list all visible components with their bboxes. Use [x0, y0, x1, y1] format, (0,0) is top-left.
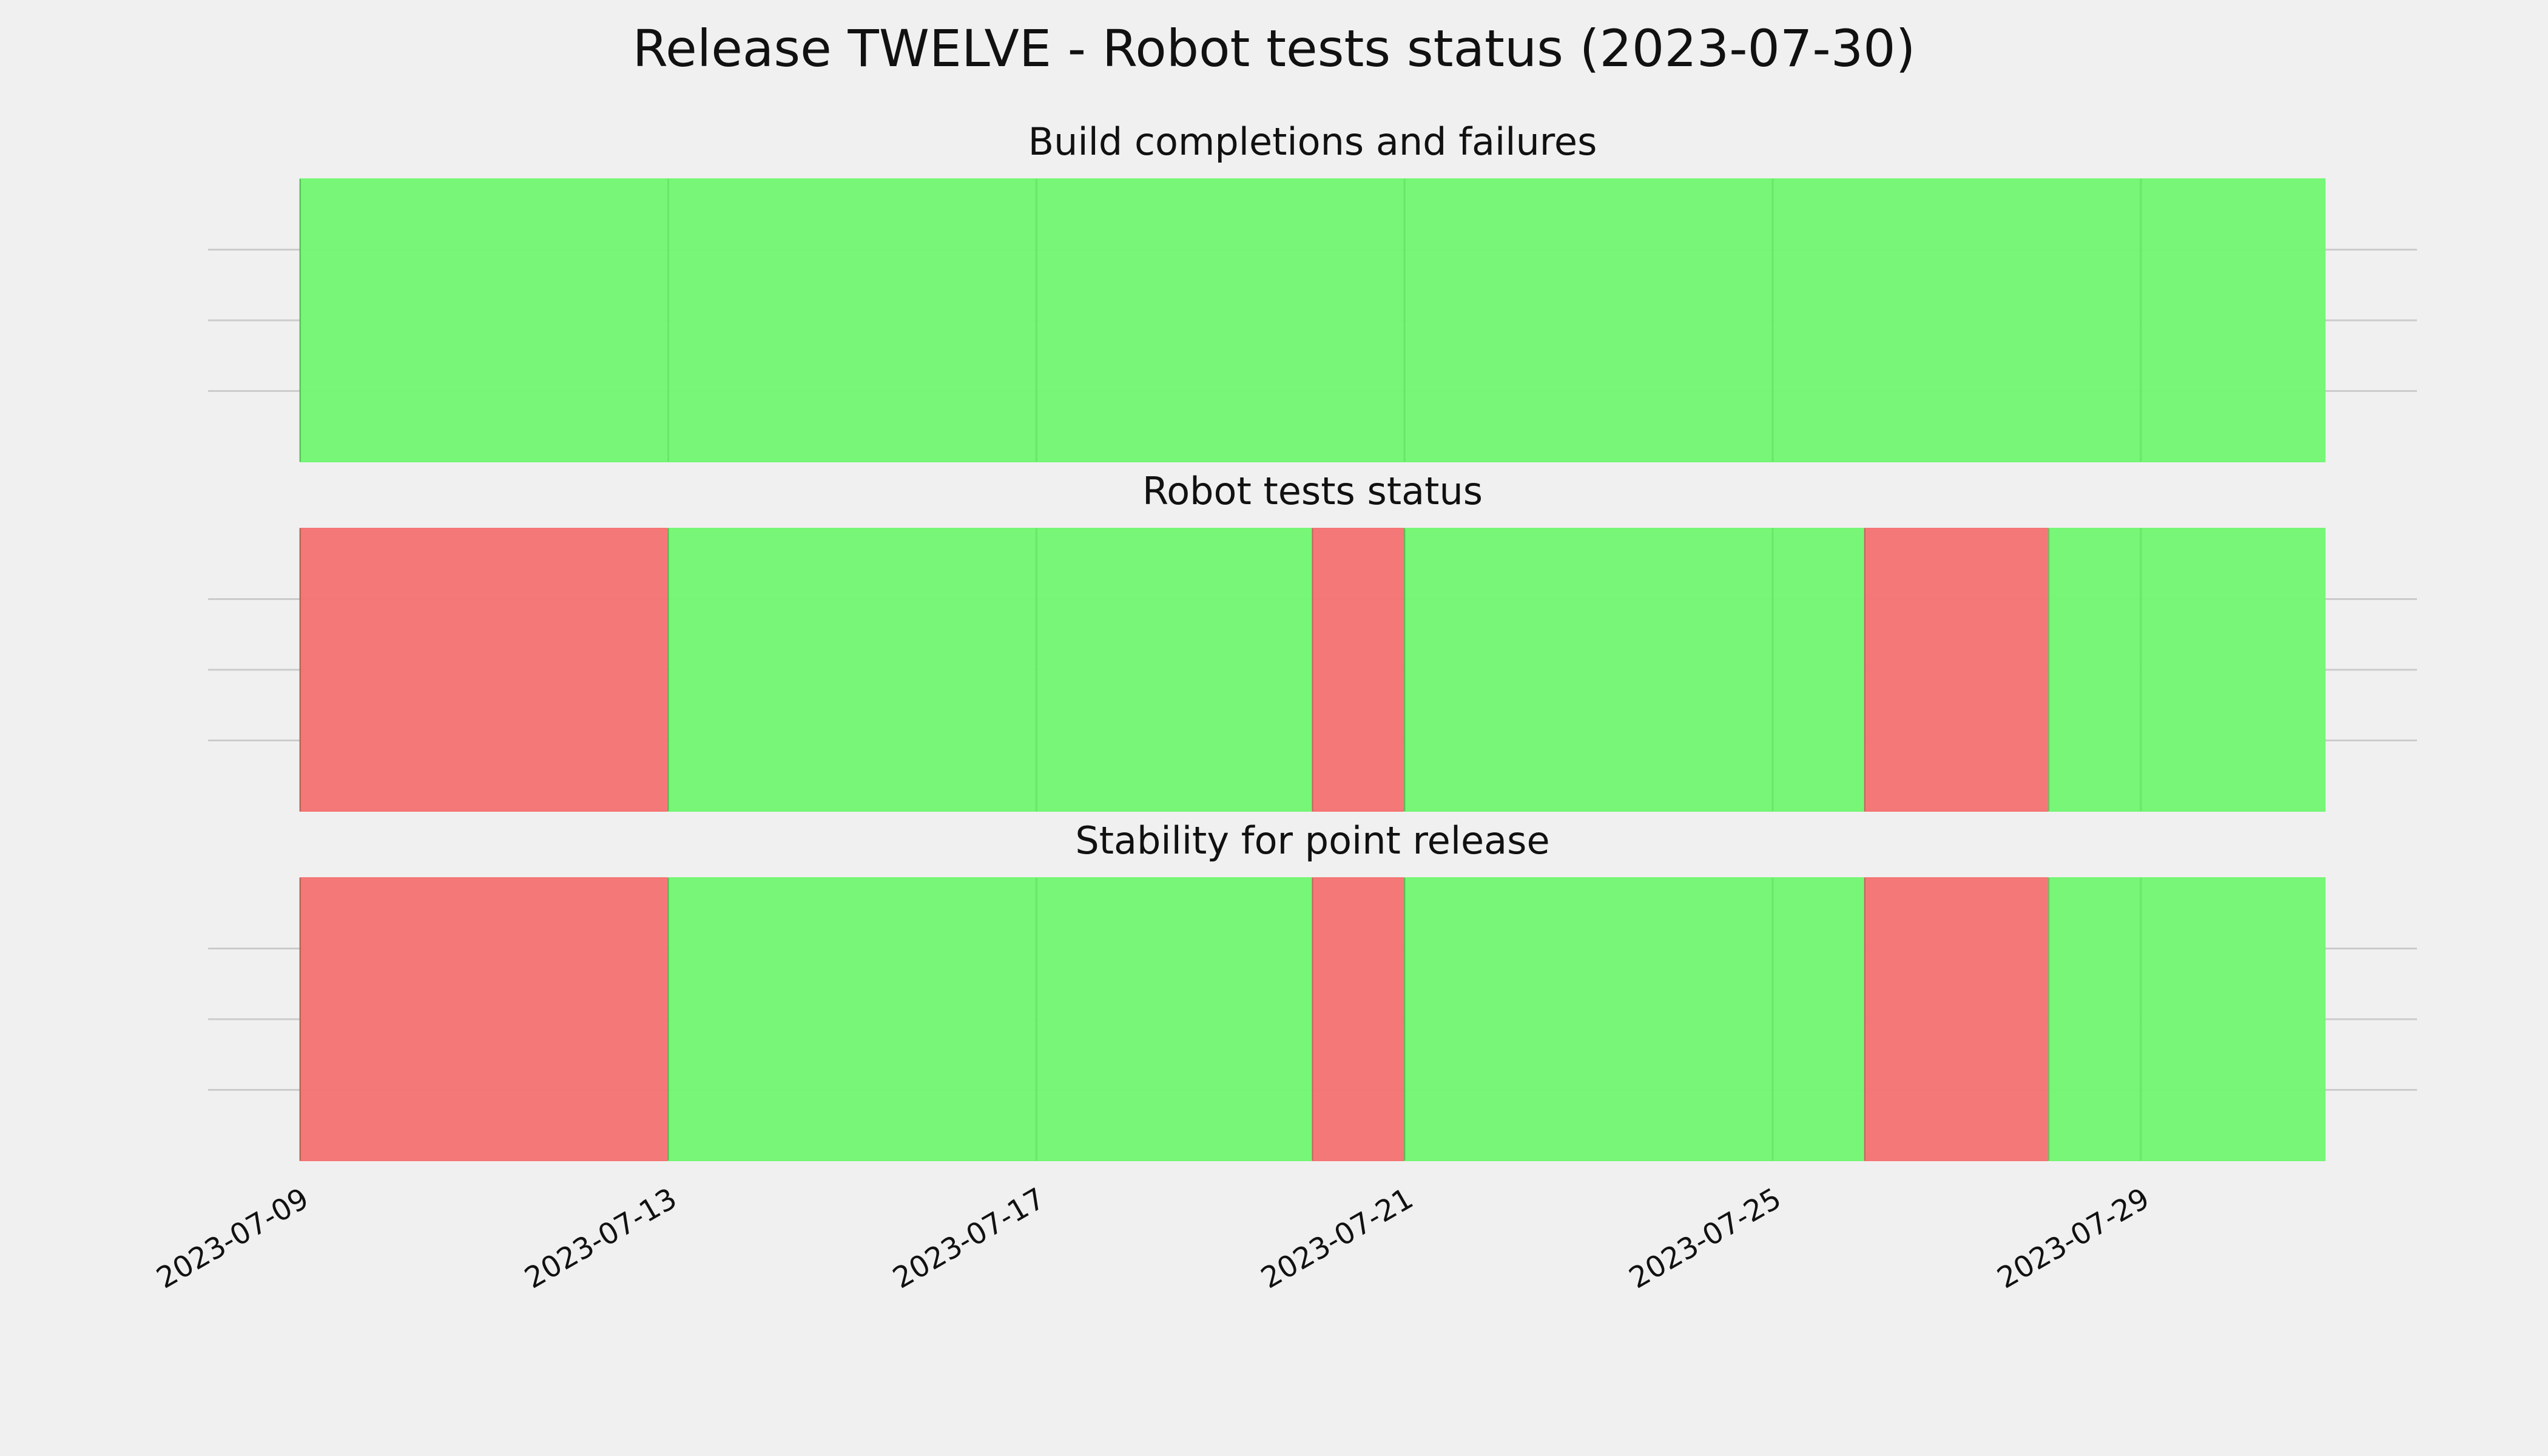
panel-title: Stability for point release: [1075, 818, 1549, 863]
status-span: [1312, 877, 1406, 1161]
status-span: [299, 178, 2326, 462]
status-span: [1404, 528, 1866, 812]
status-span: [667, 877, 1313, 1161]
panel-title: Build completions and failures: [1028, 120, 1597, 164]
panel-title: Robot tests status: [1142, 469, 1483, 513]
status-span: [2048, 877, 2326, 1161]
status-span: [299, 877, 669, 1161]
status-span: [1864, 877, 2050, 1161]
status-span: [667, 528, 1313, 812]
figure-title: Release TWELVE - Robot tests status (202…: [633, 19, 1916, 78]
status-span: [1404, 877, 1866, 1161]
status-span: [299, 528, 669, 812]
status-span: [1312, 528, 1406, 812]
status-span: [1864, 528, 2050, 812]
status-span: [2048, 528, 2326, 812]
